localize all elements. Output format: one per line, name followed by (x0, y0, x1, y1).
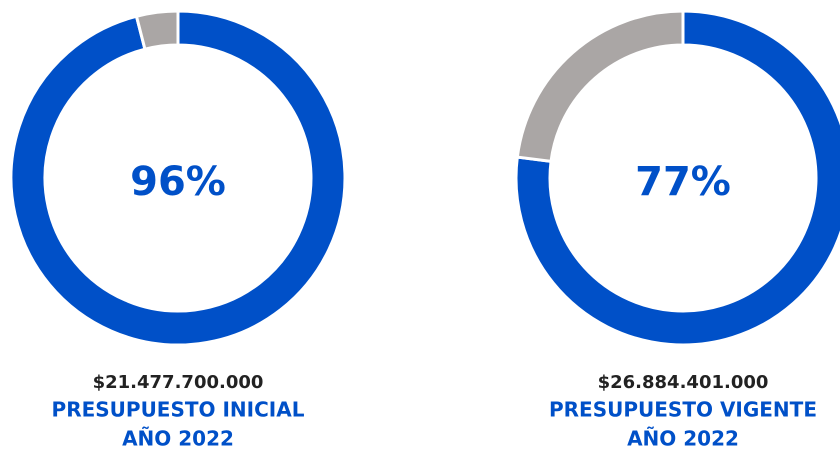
donut-segment (134, 9, 180, 52)
donut-segment (514, 9, 840, 347)
caption-title: AÑO 2022 (627, 427, 739, 451)
caption-title: PRESUPUESTO VIGENTE (549, 398, 817, 422)
caption-title: PRESUPUESTO INICIAL (52, 398, 305, 422)
center-label: 77% (635, 159, 731, 205)
amount: $21.477.700.000 (93, 372, 264, 393)
amount: $26.884.401.000 (598, 372, 769, 393)
donut-segment (9, 9, 347, 347)
caption-title: AÑO 2022 (122, 427, 234, 451)
donut-segment (515, 9, 685, 164)
center-label: 96% (130, 159, 226, 205)
